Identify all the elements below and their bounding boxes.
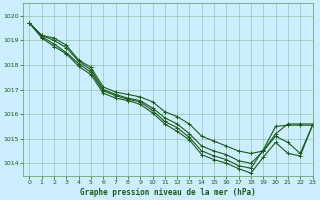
X-axis label: Graphe pression niveau de la mer (hPa): Graphe pression niveau de la mer (hPa) (80, 188, 256, 197)
